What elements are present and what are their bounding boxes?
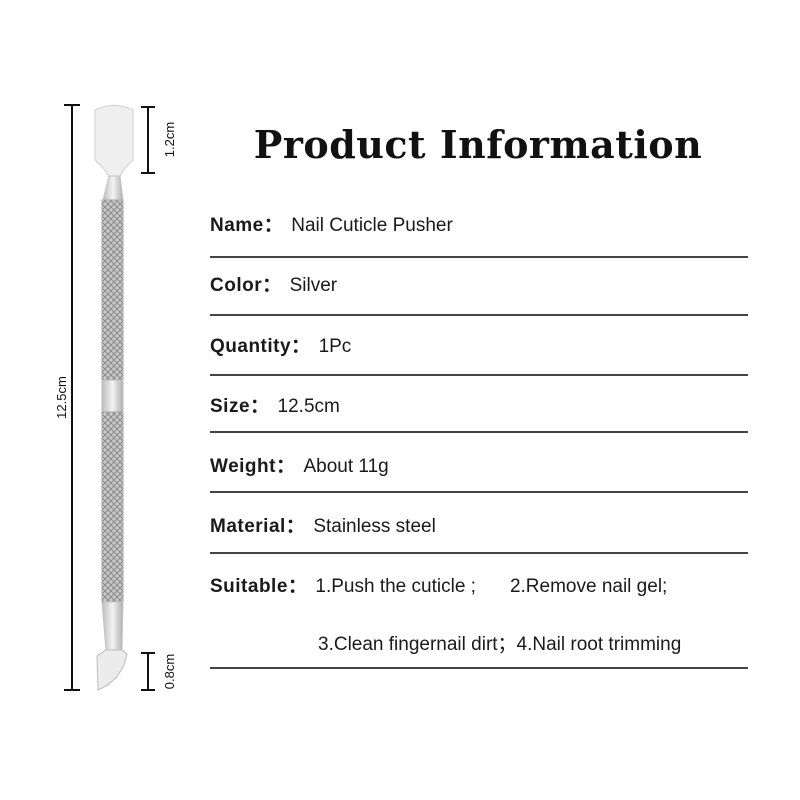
- dimension-line-top: [141, 106, 155, 174]
- pusher-head: [94, 105, 134, 177]
- dimension-bottom-label: 0.8cm: [162, 653, 178, 690]
- spec-row-weight: Weight： About 11g: [210, 451, 389, 478]
- dimension-total-label: 12.5cm: [53, 376, 69, 419]
- dimension-top-label: 1.2cm: [162, 121, 178, 158]
- divider: [210, 667, 748, 669]
- spec-label: Quantity：: [210, 336, 311, 357]
- spec-label: Color：: [210, 275, 282, 296]
- spec-value: Silver: [289, 275, 338, 296]
- spec-value: Stainless steel: [313, 516, 436, 537]
- spec-value: 1.Push the cuticle ;: [315, 576, 476, 597]
- divider: [210, 552, 748, 554]
- spec-row-name: Name： Nail Cuticle Pusher: [210, 210, 453, 237]
- divider: [210, 314, 748, 316]
- spec-row-suitable-line2: 3.Clean fingernail dirt；4.Nail root trim…: [318, 634, 682, 655]
- spec-value: Nail Cuticle Pusher: [291, 215, 453, 236]
- dimension-line-total: [64, 104, 80, 691]
- scraper-tip: [96, 649, 128, 691]
- spec-value: 1Pc: [318, 336, 352, 357]
- spec-row-size: Size： 12.5cm: [210, 391, 340, 418]
- spec-row-color: Color： Silver: [210, 270, 337, 297]
- neck-bottom: [101, 601, 124, 651]
- spec-label: Material：: [210, 516, 306, 537]
- divider: [210, 431, 748, 433]
- handle-knurl-lower: [101, 411, 124, 603]
- spec-value: 12.5cm: [277, 396, 340, 417]
- spec-row-material: Material： Stainless steel: [210, 511, 436, 538]
- spec-row-quantity: Quantity： 1Pc: [210, 331, 351, 358]
- spec-label: Suitable：: [210, 576, 308, 597]
- spec-label: Size：: [210, 396, 270, 417]
- page-title: Product Information: [253, 122, 703, 167]
- handle-knurl-upper: [101, 199, 124, 381]
- spec-label: Weight：: [210, 456, 296, 477]
- divider: [210, 256, 748, 258]
- spec-value-2: 2.Remove nail gel;: [509, 576, 668, 597]
- neck-top: [102, 175, 124, 201]
- divider: [210, 374, 748, 376]
- handle-band: [101, 379, 124, 413]
- divider: [210, 491, 748, 493]
- spec-value: About 11g: [303, 456, 389, 477]
- spec-row-suitable: Suitable： 1.Push the cuticle ; 2.Remove na…: [210, 571, 667, 598]
- dimension-line-bottom: [141, 652, 155, 691]
- spec-label: Name：: [210, 215, 284, 236]
